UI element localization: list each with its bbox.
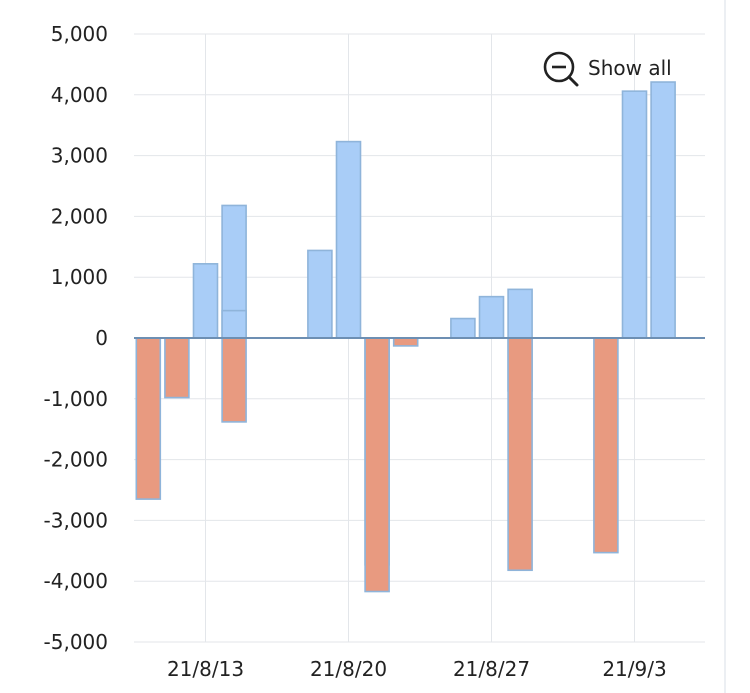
bar [192,263,219,339]
bar [650,81,676,339]
y-tick-label: -2,000 [44,448,108,472]
y-tick-label: 1,000 [51,265,108,289]
bar [478,295,505,339]
bar [307,249,333,339]
bar [164,337,190,399]
bar [392,337,419,347]
bar [364,337,390,593]
bar [507,337,533,572]
x-tick-label: 21/8/20 [310,657,387,681]
y-tick-label: -3,000 [44,508,108,532]
show-all-button[interactable]: Show all [543,51,672,87]
x-tick-label: 21/8/13 [167,657,244,681]
panel-border [724,0,726,693]
y-tick-label: 2,000 [51,204,108,228]
bar [221,309,247,339]
bars [135,81,676,593]
x-tick-label: 21/8/27 [453,657,530,681]
zoom-out-icon [543,51,579,87]
y-tick-label: -1,000 [44,387,108,411]
y-tick-label: 0 [95,326,108,350]
bar [593,337,619,554]
axes: 5,000 4,000 3,000 2,000 1,000 0 -1,000 -2,000 -3… [44,22,705,681]
bar [221,337,247,423]
bar [621,90,648,339]
y-tick-label: 4,000 [51,83,108,107]
bar [335,140,362,339]
bar [507,288,533,339]
y-tick-label: 3,000 [51,144,108,168]
y-tick-label: -4,000 [44,569,108,593]
y-tick-label: 5,000 [51,22,108,46]
y-tick-label: -5,000 [44,630,108,654]
show-all-label: Show all [588,56,672,80]
x-tick-label: 21/9/3 [602,657,666,681]
bar [135,337,162,500]
bar [450,317,476,339]
